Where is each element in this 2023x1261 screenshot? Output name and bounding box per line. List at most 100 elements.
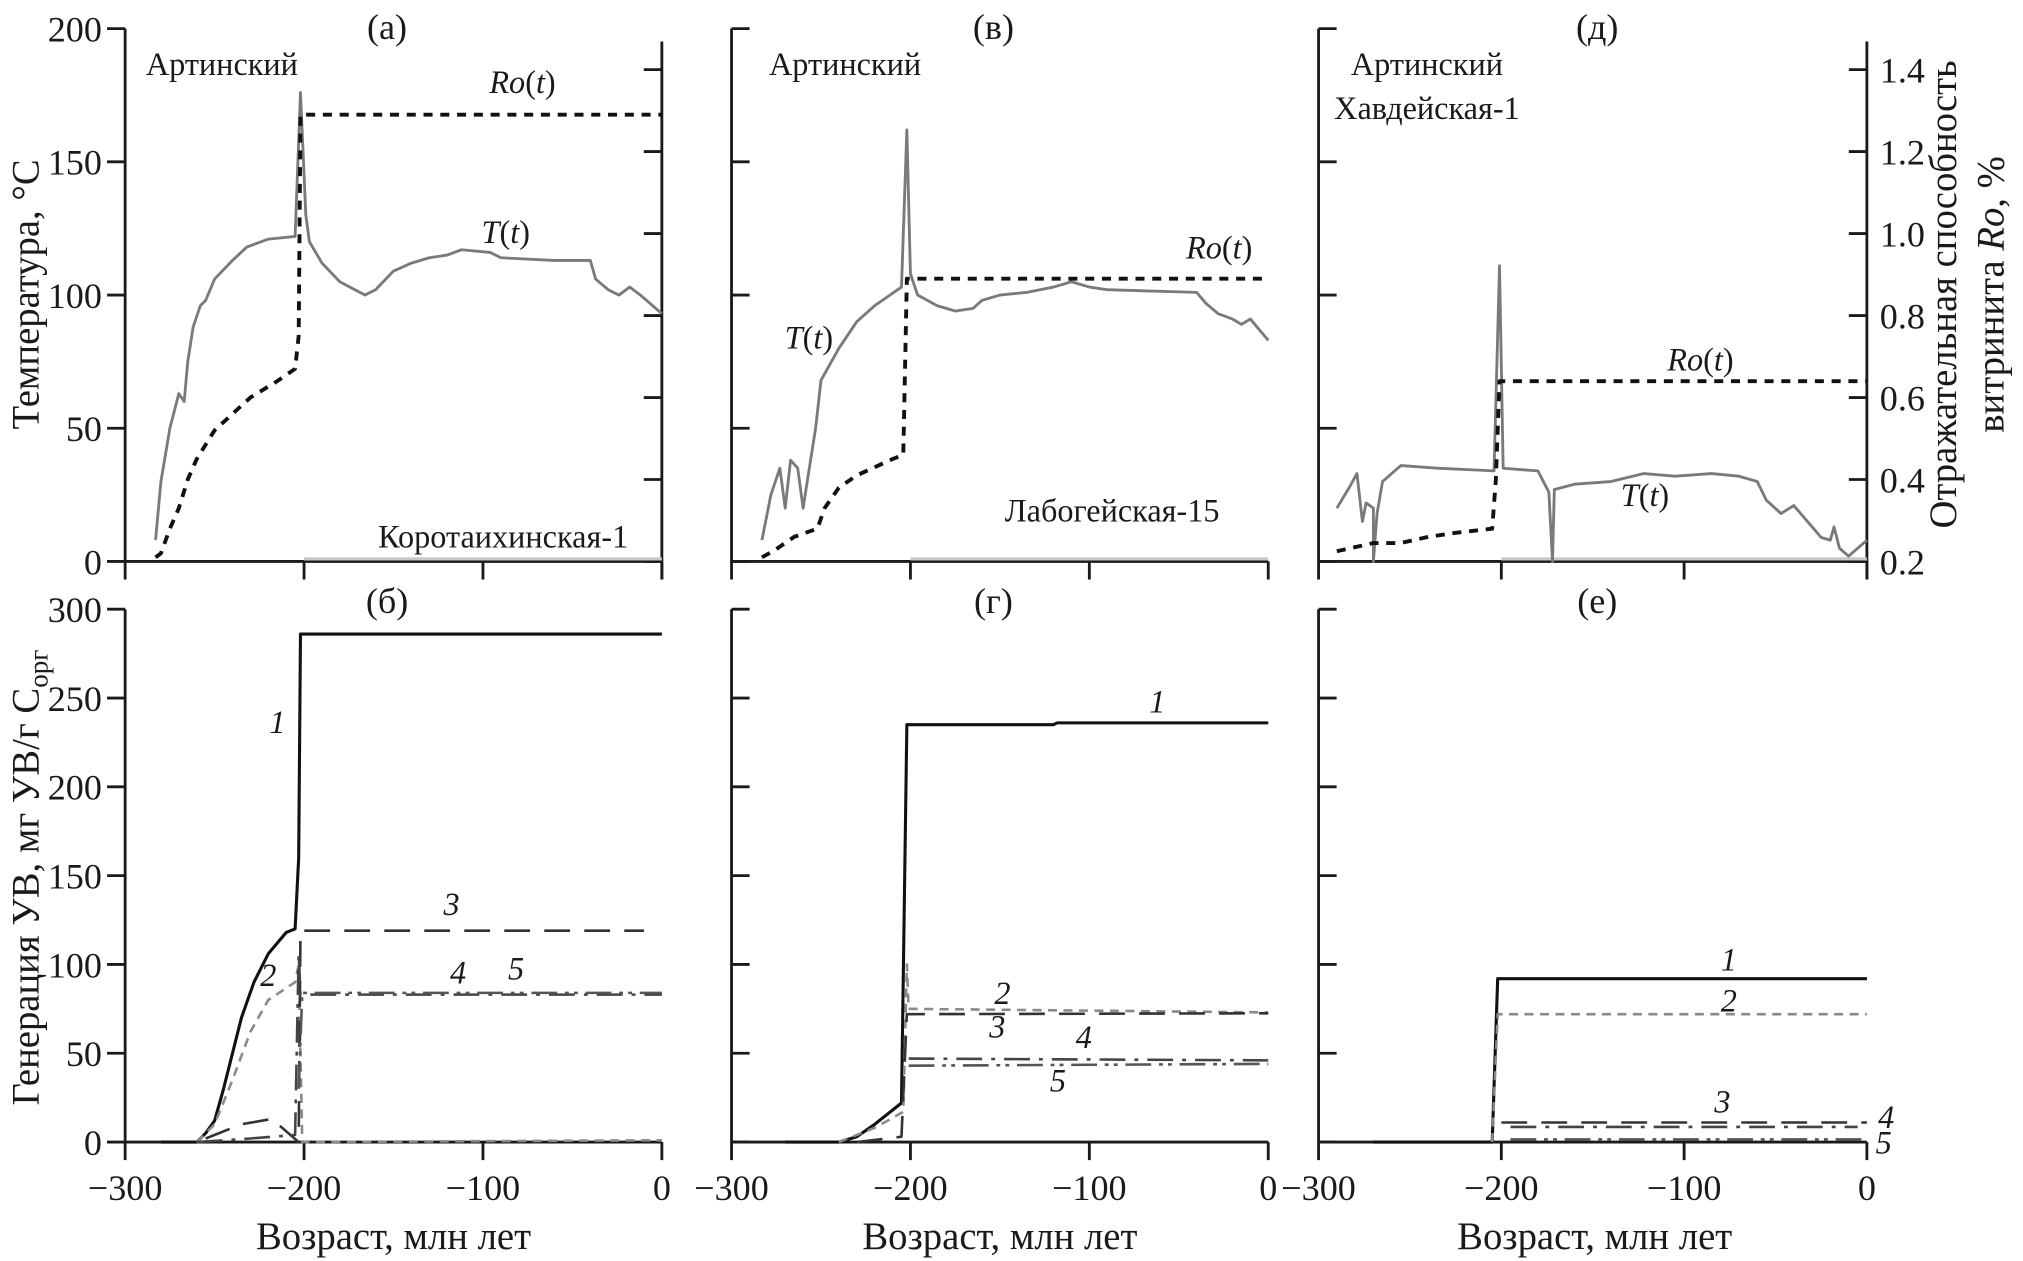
panel-letter: (е)	[1577, 581, 1617, 621]
x-tick-label: −300	[694, 1168, 769, 1208]
series-label: T(t)	[1621, 477, 1669, 513]
series-line-1	[160, 632, 662, 1144]
series-label: 4	[1878, 1099, 1894, 1135]
x-tick-label: 0	[653, 1168, 671, 1208]
x-tick-label: 0	[1259, 1168, 1277, 1208]
series-label-part: )	[1658, 477, 1669, 513]
series-label-part: t	[1649, 477, 1659, 513]
series-label-part: Ro	[488, 64, 525, 100]
series-line-Tt	[154, 91, 663, 541]
panel-letter: (д)	[1576, 7, 1618, 47]
series-label-part: t	[1233, 229, 1243, 265]
x-tick-label: 0	[1858, 1168, 1876, 1208]
generation-axis-title: Генерация УВ, мг УВ/г Сорг	[6, 650, 54, 1106]
series-label: T(t)	[785, 320, 833, 356]
series-label-part: T	[1621, 477, 1641, 513]
panel-3: 0.20.40.60.81.01.21.4T(t)Ro(t)(д)Артинск…	[1317, 7, 1925, 582]
panel-4: 0 50 100 150 200 250 300 −300 −200 −100 0 1 2 3 4 5 (б)	[48, 581, 671, 1208]
series-label: 2	[1721, 983, 1737, 1019]
y-tick-label: 100	[48, 276, 102, 316]
series-label: Ro(t)	[1185, 229, 1252, 265]
generation-axis-title-sub: орг	[24, 650, 54, 688]
panel-annotation: Лабогейская-15	[1005, 492, 1220, 528]
series-label-part: (	[499, 214, 510, 250]
right-y-tick-label: 0.6	[1880, 378, 1925, 418]
series-line-3	[205, 929, 644, 1144]
series-label: 2	[260, 957, 276, 993]
series-label-part: )	[519, 214, 530, 250]
series-label-part: T	[482, 214, 502, 250]
right-y-tick-label: 0.8	[1880, 296, 1925, 336]
y-tick-label: 0	[84, 542, 102, 582]
series-label: 1	[269, 704, 285, 740]
series-label-part: t	[536, 64, 546, 100]
age-axis-title-1: Возраст, млн лет	[256, 1216, 531, 1258]
series-label-part: )	[1242, 229, 1253, 265]
panel-annotation: Хавдейская-1	[1334, 90, 1520, 126]
x-tick-label: −300	[1281, 1168, 1356, 1208]
series-label: 1	[1149, 683, 1165, 719]
right-y-tick-label: 0.2	[1880, 542, 1925, 582]
panel-1: 050100150200T(t)Ro(t)(а)АртинскийКоротаи…	[48, 7, 664, 582]
series-label-part: )	[545, 64, 556, 100]
y-tick-label: 300	[48, 590, 102, 630]
y-tick-label: 150	[48, 857, 102, 897]
series-label-part: T	[785, 320, 805, 356]
series-line-2	[1490, 1012, 1867, 1143]
panel-annotation: Артинский	[1351, 46, 1503, 82]
series-line-1	[1373, 977, 1867, 1144]
panel-letter: (г)	[974, 581, 1013, 621]
series-label-part: (	[1703, 342, 1714, 378]
y-tick-label: 100	[48, 945, 102, 985]
series-label-part: )	[1723, 342, 1734, 378]
x-tick-label: −100	[446, 1168, 521, 1208]
panel-letter: (а)	[367, 7, 407, 47]
series-line-2	[195, 963, 662, 1144]
x-tick-label: −100	[1052, 1168, 1127, 1208]
series-label: 5	[1050, 1063, 1066, 1099]
series-line-1	[785, 721, 1269, 1144]
series-label: Ro(t)	[1666, 342, 1733, 378]
panel-annotation: Артинский	[769, 46, 921, 82]
age-axis-title-3: Возраст, млн лет	[1457, 1216, 1732, 1258]
series-label-part: (	[803, 320, 814, 356]
ro-axis-title-prefix: витринита	[1971, 251, 2013, 433]
panel-letter: (в)	[973, 7, 1014, 47]
ro-axis-title-italic: Ro	[1971, 208, 2013, 252]
series-label-part: (	[1222, 229, 1233, 265]
panel-5: −300 −200 −100 0 1 23 45 (г)	[694, 581, 1277, 1208]
temperature-axis-title: Температура, °C	[6, 159, 48, 429]
x-tick-label: −200	[1464, 1168, 1539, 1208]
x-tick-label: −200	[267, 1168, 342, 1208]
series-label: 3	[443, 886, 460, 922]
series-label: 2	[994, 975, 1010, 1011]
right-y-tick-label: 0.4	[1880, 460, 1925, 500]
series-label-part: )	[822, 320, 833, 356]
series-line-4	[908, 1057, 1269, 1062]
series-line-Tt	[760, 128, 1270, 541]
series-line-Rot	[760, 276, 1269, 560]
series-label: 1	[1721, 941, 1737, 977]
series-label: 5	[508, 950, 524, 986]
series-line-Rot	[1336, 379, 1867, 554]
panel-annotation: Артинский	[146, 46, 298, 82]
panel-letter: (б)	[366, 581, 408, 621]
series-label: 3	[988, 1009, 1005, 1045]
y-tick-label: 0	[84, 1123, 102, 1163]
x-tick-label: −100	[1647, 1168, 1722, 1208]
ro-axis-title-suffix: , %	[1971, 156, 2013, 208]
generation-axis-title-main: Генерация УВ, мг УВ/г С	[6, 688, 48, 1106]
series-label: 4	[1076, 1019, 1092, 1055]
series-label-part: Ro	[1666, 342, 1703, 378]
series-label: T(t)	[482, 214, 530, 250]
age-axis-title-2: Возраст, млн лет	[862, 1216, 1137, 1258]
y-tick-label: 250	[48, 679, 102, 719]
panel-6: −300 −200 −100 0 1 2 3 45 (е)	[1281, 581, 1894, 1208]
series-label-part: t	[813, 320, 823, 356]
series-label-part: t	[510, 214, 520, 250]
series-line-Tt	[1335, 264, 1868, 563]
series-label-part: Ro	[1185, 229, 1222, 265]
series-line-3	[856, 1011, 1269, 1144]
